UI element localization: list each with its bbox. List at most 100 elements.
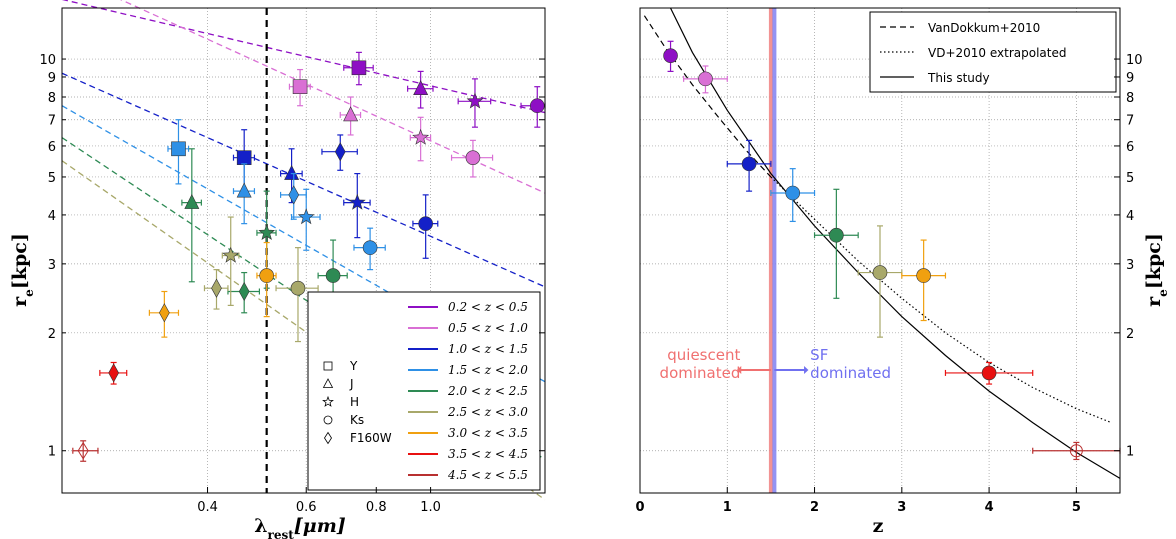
right-marker xyxy=(829,227,844,243)
left-data-point xyxy=(203,269,229,310)
left-marker-triangle xyxy=(284,164,300,180)
right-y-tick-label: 6 xyxy=(1126,140,1134,155)
legend-diamond-marker xyxy=(324,431,332,445)
annotation-line: dominated xyxy=(810,364,891,382)
legend-square-marker xyxy=(323,361,333,371)
left-marker-circle xyxy=(290,280,306,296)
annotation-line: dominated xyxy=(660,364,741,382)
left-data-point xyxy=(99,361,128,385)
right-marker xyxy=(741,156,757,172)
right-marker xyxy=(872,265,888,280)
left-data-point xyxy=(321,134,358,171)
left-data-point xyxy=(457,78,492,128)
right-data-point xyxy=(663,40,678,72)
left-y-tick-label: 3 xyxy=(48,258,56,273)
right-legend-label: VD+2010 extrapolated xyxy=(928,46,1066,60)
right-marker xyxy=(785,185,801,201)
right-ylabel-unit: [kpc] xyxy=(1143,233,1165,289)
left-marker-star xyxy=(466,92,484,109)
left-data-point xyxy=(288,68,311,107)
left-legend: YJH Ks F160W 0.2 < z < 0.5 0.5 < z < 1.0 1.0 … xyxy=(307,291,541,491)
right-x-tick-label: 2 xyxy=(810,500,819,515)
legend-band-label: 2.0 < z < 2.5 xyxy=(447,384,528,398)
left-marker-diamond xyxy=(334,142,346,162)
left-x-ticks: 0.4 0.6 0.8 1.0 xyxy=(197,487,441,515)
right-x-tick-label: 0 xyxy=(635,500,644,515)
right-marker xyxy=(1069,444,1083,458)
right-x-ticks: 0 1 2 3 4 5 xyxy=(635,487,1081,515)
quiescent-label: quiescent dominated xyxy=(660,346,741,382)
right-data-point xyxy=(901,239,947,322)
left-data-points xyxy=(72,51,546,462)
right-data-point xyxy=(683,65,728,94)
left-marker-diamond xyxy=(108,363,119,383)
legend-band-label: 1.0 < z < 1.5 xyxy=(448,342,528,356)
sf-label: SF dominated xyxy=(810,346,891,382)
left-xlabel-main: λ xyxy=(254,515,267,537)
left-marker-circle xyxy=(362,240,378,255)
left-marker-circle xyxy=(259,268,274,283)
left-data-point xyxy=(227,271,261,314)
right-curve-dashed xyxy=(643,15,772,178)
left-x-tick-label: 1.0 xyxy=(420,500,441,515)
left-x-tick-label: 0.4 xyxy=(197,500,218,515)
left-ylabel-main: r xyxy=(9,296,31,307)
left-marker-diamond xyxy=(211,278,222,298)
left-marker-triangle xyxy=(343,106,359,122)
legend-band-label: 3.5 < z < 4.5 xyxy=(448,447,528,461)
right-y-tick-label: 7 xyxy=(1126,114,1134,129)
right-plot-frame xyxy=(639,7,1121,494)
right-x-tick-label: 5 xyxy=(1072,500,1081,515)
left-x-tick-label: 0.6 xyxy=(296,500,317,515)
left-marker-star xyxy=(412,128,430,145)
left-data-point xyxy=(232,163,256,225)
legend-band-label: 4.5 < z < 5.5 xyxy=(447,468,528,482)
left-data-point xyxy=(407,70,434,109)
left-y-tick-label: 2 xyxy=(48,327,56,342)
left-marker-diamond xyxy=(159,303,170,323)
left-data-point xyxy=(181,148,202,283)
legend-star-marker xyxy=(322,395,334,407)
annotation-line: SF xyxy=(810,346,828,364)
left-marker-diamond-open xyxy=(77,441,89,460)
right-vertical-bands xyxy=(768,8,777,493)
left-marker-triangle xyxy=(236,182,252,198)
right-y-tick-label: 9 xyxy=(1126,71,1134,86)
left-marker-diamond xyxy=(288,185,300,205)
right-ylabel-main: r xyxy=(1143,296,1165,307)
legend-band-label: 3.0 < z < 3.5 xyxy=(448,426,528,440)
left-y-tick-label: 9 xyxy=(48,71,56,86)
left-data-point xyxy=(343,51,374,86)
left-marker-square xyxy=(292,79,308,94)
right-data-point xyxy=(1032,441,1121,461)
right-legend-box xyxy=(869,11,1117,93)
left-marker-star xyxy=(258,223,276,240)
right-legend: VanDokkum+2010 VD+2010 extrapolated This s… xyxy=(869,11,1117,93)
annotation-line: quiescent xyxy=(667,346,740,364)
left-data-point xyxy=(275,247,319,343)
left-y-tick-label: 5 xyxy=(48,171,56,186)
left-data-point xyxy=(256,241,277,318)
right-data-point xyxy=(770,168,816,223)
left-marker-circle xyxy=(529,98,545,114)
left-data-point xyxy=(409,116,432,162)
left-marker-star xyxy=(297,208,315,225)
legend-triangle-marker xyxy=(322,378,334,388)
right-legend-label: This study xyxy=(927,71,990,85)
left-y-tick-label: 6 xyxy=(48,140,56,155)
left-data-point xyxy=(148,290,180,338)
legend-filter-label: Ks xyxy=(350,413,364,427)
left-marker-star xyxy=(222,246,240,263)
left-data-point xyxy=(291,188,321,251)
right-marker xyxy=(663,48,678,63)
legend-circle-marker xyxy=(323,415,333,425)
right-data-point xyxy=(944,361,1034,385)
left-marker-circle xyxy=(418,216,433,231)
left-data-point xyxy=(72,440,99,462)
right-y-tick-label: 10 xyxy=(1126,53,1143,68)
left-data-point xyxy=(167,119,190,185)
quiescent-arrowhead xyxy=(736,366,742,374)
left-chart: YJH Ks F160W 0.2 < z < 0.5 0.5 < z < 1.0 1.0 … xyxy=(9,0,546,539)
left-ylabel-unit: [kpc] xyxy=(9,233,31,289)
